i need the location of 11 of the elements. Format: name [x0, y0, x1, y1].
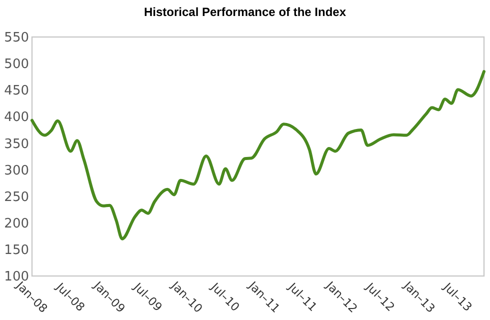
y-tick-label: 150: [4, 242, 29, 258]
y-tick-label: 400: [4, 110, 29, 126]
y-tick-label: 300: [4, 163, 29, 178]
line-series: [30, 70, 486, 240]
y-tick-label: 200: [4, 216, 29, 232]
y-tick-label: 350: [4, 136, 29, 152]
y-tick-label: 500: [4, 57, 29, 72]
y-tick-label: 550: [4, 30, 29, 46]
y-tick-label: 250: [4, 190, 29, 205]
y-tick-label: 450: [4, 84, 29, 99]
chart-title: Historical Performance of the Index: [144, 5, 346, 19]
